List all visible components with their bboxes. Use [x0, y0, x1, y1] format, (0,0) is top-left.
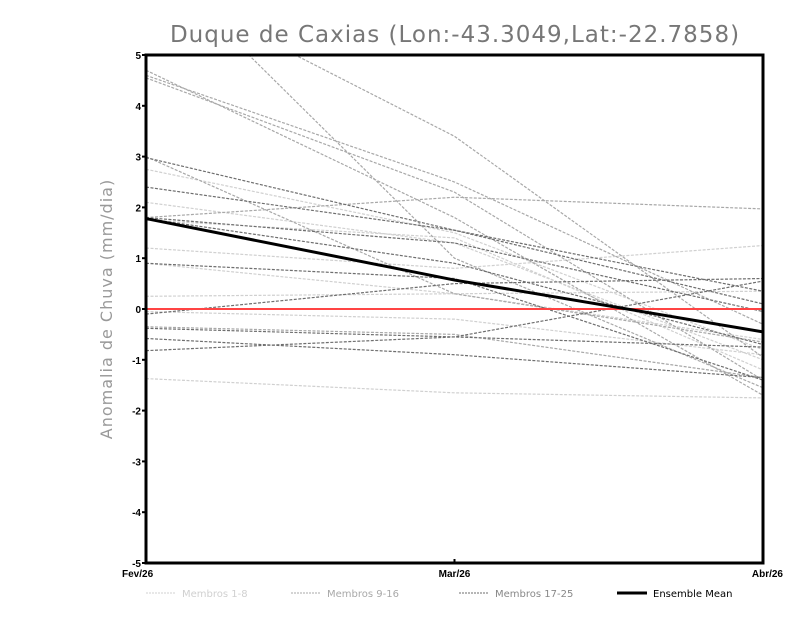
member-line-25 [146, 336, 763, 352]
y-tick-label: 4 [135, 102, 141, 113]
member-line-5 [146, 310, 763, 356]
y-axis-ticks: -5 -4 -3 -2 -1 0 1 2 3 4 5 [132, 51, 146, 570]
y-tick-label: -3 [132, 457, 141, 468]
y-axis-label: Anomalia de Chuva (mm/dia) [97, 179, 116, 439]
member-line-8 [146, 262, 763, 341]
x-tick-label: Abr/26 [752, 569, 784, 580]
legend-item-1: Membros 1-8 [146, 589, 248, 600]
chart-title: Duque de Caxias (Lon:-43.3049,Lat:-22.78… [170, 22, 740, 48]
member-line-16 [146, 326, 763, 379]
legend-label: Membros 17-25 [495, 589, 573, 600]
legend-item-4: Ensemble Mean [617, 589, 732, 600]
x-tick-label: Mar/26 [439, 569, 471, 580]
y-tick-label: -1 [132, 356, 141, 367]
y-tick-label: 0 [135, 305, 141, 316]
x-tick-label: Fev/26 [122, 569, 154, 580]
member-line-14 [146, 156, 763, 343]
member-line-15 [146, 196, 763, 219]
y-tick-label: 3 [135, 153, 141, 164]
x-axis-ticks: Fev/26 Mar/26 Abr/26 [122, 559, 783, 580]
member-line-2 [146, 201, 763, 361]
y-tick-label: -4 [132, 508, 141, 519]
y-tick-label: -2 [132, 407, 141, 418]
member-line-1 [146, 168, 763, 351]
member-line-22 [146, 277, 763, 315]
ensemble-mean-line [145, 217, 764, 334]
legend: Membros 1-8 Membros 9-16 Membros 17-25 Ense… [146, 589, 732, 600]
legend-label: Membros 9-16 [327, 589, 399, 600]
member-line-18 [146, 186, 763, 292]
member-line-3 [146, 244, 763, 269]
member-line-20 [146, 217, 763, 346]
member-line-10 [146, 74, 763, 325]
y-tick-label: 2 [135, 203, 141, 214]
y-tick-label: -5 [132, 559, 141, 570]
member-line-12 [293, 55, 763, 358]
member-line-9 [146, 69, 763, 396]
legend-item-3: Membros 17-25 [459, 589, 573, 600]
legend-label: Ensemble Mean [653, 589, 732, 600]
y-tick-label: 5 [135, 51, 141, 62]
legend-item-2: Membros 9-16 [291, 589, 399, 600]
member-line-24 [146, 337, 763, 379]
member-line-6 [146, 377, 763, 399]
member-lines [146, 55, 763, 399]
member-line-19 [146, 216, 763, 313]
y-tick-label: 1 [135, 254, 141, 265]
legend-label: Membros 1-8 [182, 589, 248, 600]
